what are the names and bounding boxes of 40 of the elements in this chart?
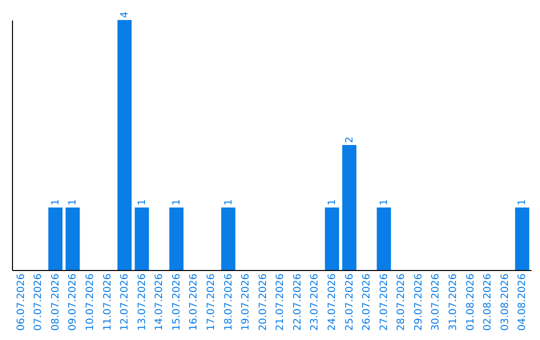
data-label: 1 — [136, 199, 148, 206]
x-tick-label: 04.08.2026 — [517, 274, 528, 331]
x-tick-label: 15.07.2026 — [171, 274, 182, 331]
x-tick-label: 13.07.2026 — [136, 274, 148, 331]
data-label: 1 — [517, 199, 528, 206]
data-label: 4 — [120, 12, 131, 18]
x-tick-label: 30.07.2026 — [430, 274, 442, 331]
x-tick-label: 08.07.2026 — [50, 274, 62, 331]
data-label: 1 — [378, 199, 390, 206]
data-label: 1 — [50, 199, 62, 206]
x-tick-label: 09.07.2026 — [68, 274, 79, 331]
x-tick-label: 12.07.2026 — [120, 274, 131, 331]
data-label: 2 — [344, 136, 356, 143]
x-tick-label: 14.07.2026 — [154, 274, 166, 331]
x-tick-label: 28.07.2026 — [396, 274, 408, 331]
x-tick-label: 18.07.2026 — [223, 274, 234, 331]
x-tick-label: 02.08.2026 — [482, 274, 494, 331]
data-label: 1 — [223, 199, 234, 206]
x-tick-label: 16.07.2026 — [188, 274, 200, 331]
data-label: 1 — [327, 199, 338, 206]
x-tick-label: 20.07.2026 — [258, 274, 269, 331]
x-tick-label: 11.07.2026 — [102, 274, 114, 331]
x-tick-label: 19.07.2026 — [240, 274, 252, 331]
x-tick-label: 31.07.2026 — [448, 274, 460, 331]
x-tick-label: 29.07.2026 — [413, 274, 424, 331]
x-tick-label: 26.07.2026 — [362, 274, 373, 331]
data-label: 1 — [171, 199, 182, 206]
x-tick-label: 06.07.2026 — [16, 274, 27, 331]
x-tick-label: 22.07.2026 — [292, 274, 304, 331]
x-tick-label: 27.07.2026 — [378, 274, 390, 331]
x-tick-label: 24.07.2026 — [327, 274, 338, 331]
data-label: 1 — [68, 199, 79, 206]
x-tick-label: 21.07.2026 — [275, 274, 286, 331]
x-tick-label: 01.08.2026 — [465, 274, 476, 331]
x-tick-label: 10.07.2026 — [84, 274, 96, 331]
x-tick-label: 17.07.2026 — [206, 274, 217, 331]
x-tick-label: 23.07.2026 — [310, 274, 321, 331]
x-tick-label: 03.08.2026 — [500, 274, 511, 331]
x-tick-label: 25.07.2026 — [344, 274, 356, 331]
x-tick-label: 07.07.2026 — [33, 274, 44, 331]
